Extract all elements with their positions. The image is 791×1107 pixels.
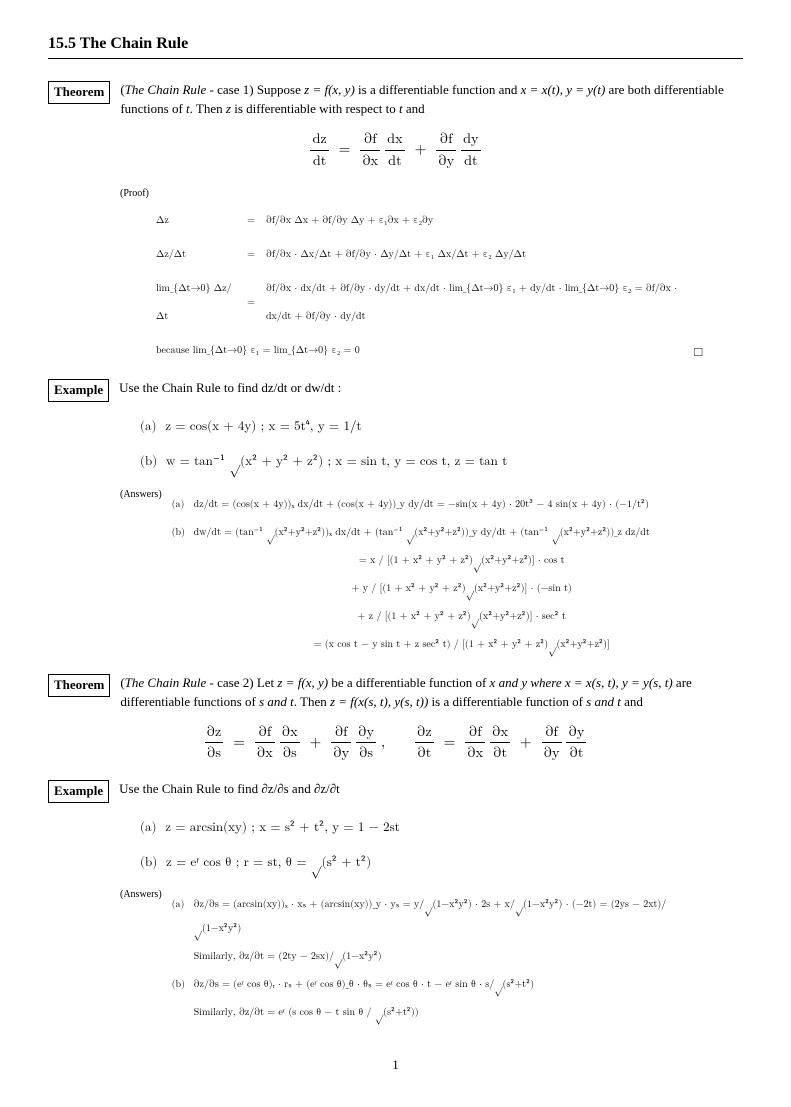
section-name: The Chain Rule [80, 35, 188, 52]
theorem-label-2: Theorem [48, 674, 110, 697]
answers-label-1: (Answers) [120, 488, 162, 503]
qed-icon: □ [694, 336, 703, 370]
theorem-1-formula: dzdt = ∂f∂x dxdt + ∂f∂y dydt [48, 129, 743, 171]
theorem-1-body: (The Chain Rule - case 1) Suppose z = f(… [120, 81, 743, 119]
theorem-label: Theorem [48, 81, 110, 104]
example-2: Example Use the Chain Rule to find ∂z/∂s… [48, 780, 743, 803]
proof-1-body: Δz = ∂f/∂x Δx + ∂f/∂y Δy + ε₁∂x + ε₂∂y Δ… [156, 206, 703, 364]
theorem-2-formula: ∂z∂s = ∂f∂x ∂x∂s + ∂f∂y ∂y∂s , ∂z∂t = ∂f… [48, 722, 743, 764]
example-1-items: (a) z = cos(x + 4y) ; x = 5t⁴, y = 1/t (… [140, 418, 743, 472]
theorem-2: Theorem (The Chain Rule - case 2) Let z … [48, 674, 743, 712]
answers-1-body: (a)dz/dt = (cos(x + 4y))ₓ dx/dt + (cos(x… [172, 488, 650, 660]
example-label-2: Example [48, 780, 109, 803]
answers-label-2: (Answers) [120, 888, 162, 903]
answers-2-body: (a)∂z/∂s = (arcsin(xy))ₓ · xₛ + (arcsin(… [172, 888, 713, 1028]
example-2-items: (a) z = arcsin(xy) ; x = s² + t², y = 1 … [140, 819, 743, 873]
example-1: Example Use the Chain Rule to find dz/dt… [48, 379, 743, 402]
example-2-prompt: Use the Chain Rule to find ∂z/∂s and ∂z/… [119, 780, 743, 799]
example-1-prompt: Use the Chain Rule to find dz/dt or dw/d… [119, 379, 743, 398]
page-number: 1 [48, 1056, 743, 1075]
section-title: 15.5 The Chain Rule [48, 32, 743, 59]
theorem-2-body: (The Chain Rule - case 2) Let z = f(x, y… [120, 674, 743, 712]
section-number: 15.5 [48, 35, 76, 52]
theorem-1: Theorem (The Chain Rule - case 1) Suppos… [48, 81, 743, 119]
example-label: Example [48, 379, 109, 402]
proof-label: (Proof) [120, 187, 743, 202]
